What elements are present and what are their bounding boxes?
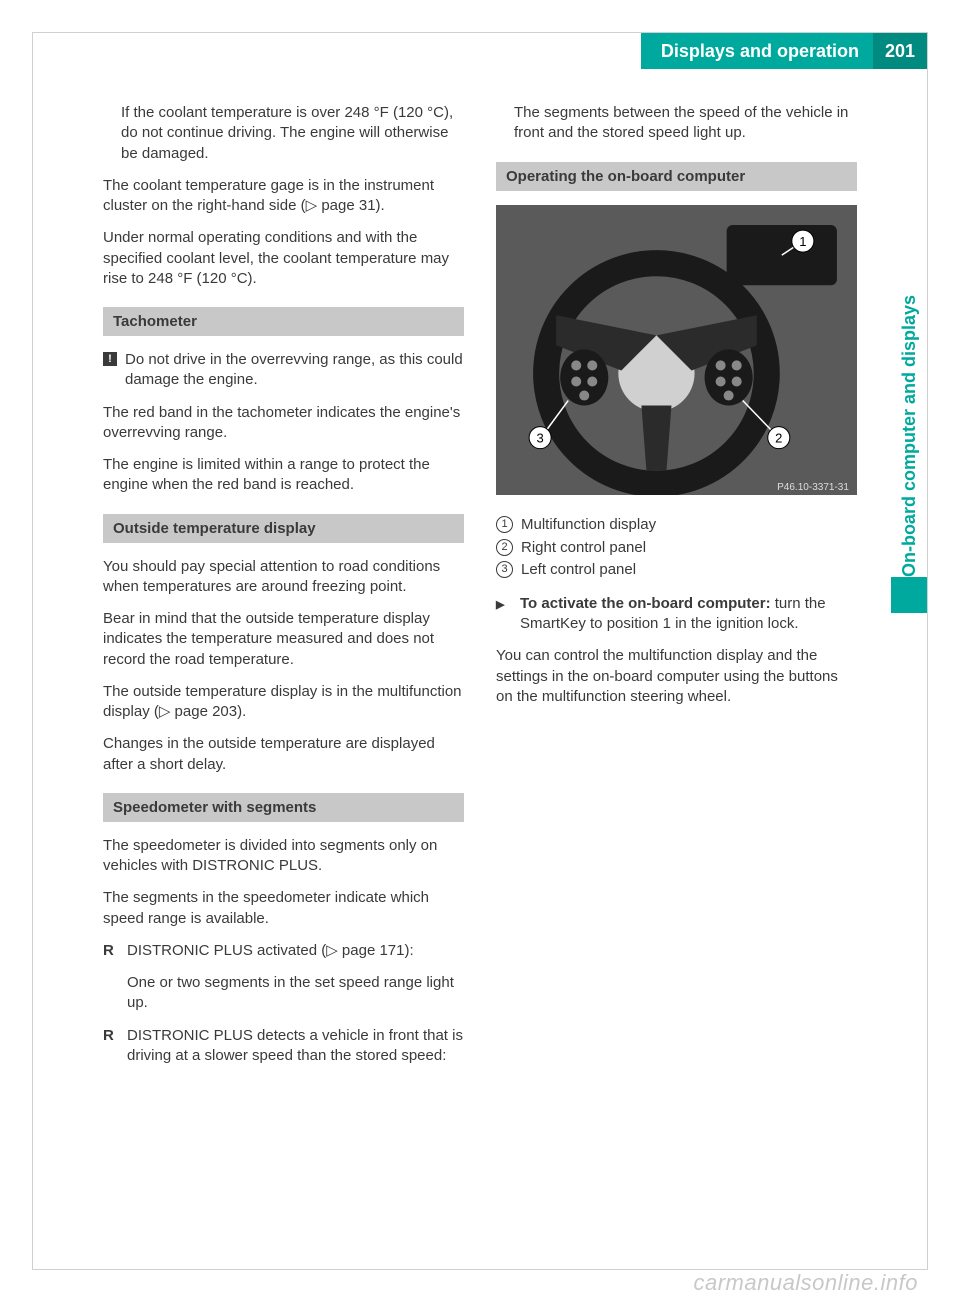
arrow-icon [496, 594, 512, 635]
bullet-r-icon: R [103, 1026, 119, 1067]
side-tab-block [891, 577, 927, 613]
tachometer-heading: Tachometer [103, 307, 464, 336]
header-page-number: 201 [873, 33, 927, 69]
legend-row-1: 1 Multifunction display [496, 514, 857, 537]
speedo-b2: DISTRONIC PLUS detects a vehicle in fron… [127, 1026, 464, 1067]
coolant-p1: The coolant temperature gage is in the i… [103, 176, 464, 217]
steering-wheel-figure: 1 2 3 P46.10-3371-31 [496, 205, 857, 501]
steering-wheel-svg: 1 2 3 P46.10-3371-31 [496, 205, 857, 496]
coolant-p2: Under normal operating conditions and wi… [103, 228, 464, 289]
coolant-warning: If the coolant temperature is over 248 °… [103, 103, 464, 164]
legend-row-2: 2 Right control panel [496, 537, 857, 560]
speedometer-heading: Speedometer with segments [103, 793, 464, 822]
operating-heading: Operating the on-board computer [496, 162, 857, 191]
speedo-b1-sub: One or two segments in the set speed ran… [103, 973, 464, 1014]
outside-p2: Bear in mind that the outside temperatur… [103, 609, 464, 670]
content-area: If the coolant temperature is over 248 °… [103, 103, 857, 1078]
side-tab-label: On-board computer and displays [899, 285, 920, 577]
right-column: The segments between the speed of the ve… [496, 103, 857, 1078]
side-tab: On-board computer and displays [891, 153, 927, 613]
tachometer-p2: The engine is limited within a range to … [103, 455, 464, 496]
page-frame: Displays and operation 201 On-board comp… [32, 32, 928, 1270]
svg-text:3: 3 [537, 430, 544, 445]
left-column: If the coolant temperature is over 248 °… [103, 103, 464, 1078]
header-title: Displays and operation [641, 33, 873, 69]
outside-p1: You should pay special attention to road… [103, 557, 464, 598]
tachometer-p1: The red band in the tachometer indicates… [103, 403, 464, 444]
speedo-p1: The speedometer is divided into segments… [103, 836, 464, 877]
header-band: Displays and operation 201 [641, 33, 927, 69]
speedo-p2: The segments in the speedometer indicate… [103, 888, 464, 929]
final-paragraph: You can control the multifunction displa… [496, 646, 857, 707]
bullet-r-icon: R [103, 941, 119, 961]
activate-label: To activate the on-board computer: [520, 595, 771, 612]
svg-text:1: 1 [799, 234, 806, 249]
svg-text:P46.10-3371-31: P46.10-3371-31 [777, 481, 849, 492]
legend-text-1: Multifunction display [521, 514, 656, 537]
warning-icon: ! [103, 352, 117, 366]
outside-p3: The outside temperature display is in th… [103, 682, 464, 723]
tachometer-warning: Do not drive in the overrevving range, a… [125, 350, 464, 391]
tachometer-warning-row: ! Do not drive in the overrevving range,… [103, 350, 464, 391]
legend-text-3: Left control panel [521, 559, 636, 582]
speedo-bullet-1: R DISTRONIC PLUS activated (▷ page 171): [103, 941, 464, 961]
activate-text: To activate the on-board computer: turn … [520, 594, 857, 635]
outside-p4: Changes in the outside temperature are d… [103, 734, 464, 775]
speedo-bullet-2: R DISTRONIC PLUS detects a vehicle in fr… [103, 1026, 464, 1067]
legend-row-3: 3 Left control panel [496, 559, 857, 582]
legend-num-1: 1 [496, 516, 513, 533]
legend-text-2: Right control panel [521, 537, 646, 560]
legend-num-3: 3 [496, 561, 513, 578]
svg-text:2: 2 [775, 430, 782, 445]
cont-paragraph: The segments between the speed of the ve… [496, 103, 857, 144]
watermark: carmanualsonline.info [693, 1270, 918, 1296]
legend-num-2: 2 [496, 539, 513, 556]
speedo-b1: DISTRONIC PLUS activated (▷ page 171): [127, 941, 414, 961]
outside-temp-heading: Outside temperature display [103, 514, 464, 543]
activate-row: To activate the on-board computer: turn … [496, 594, 857, 635]
